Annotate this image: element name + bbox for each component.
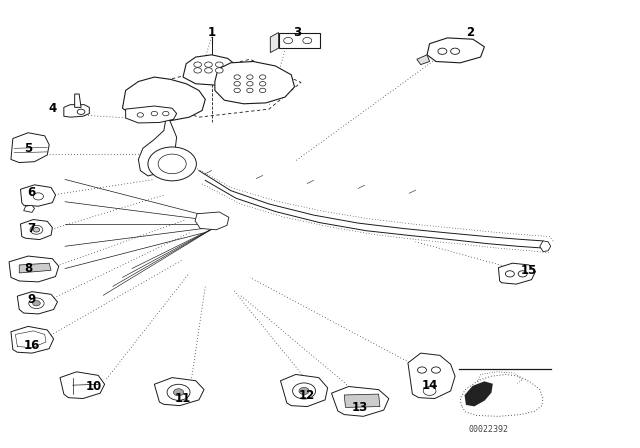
- Circle shape: [451, 48, 460, 54]
- Polygon shape: [125, 106, 177, 123]
- Circle shape: [148, 147, 196, 181]
- Circle shape: [431, 367, 440, 373]
- Circle shape: [167, 384, 190, 401]
- Text: 6: 6: [28, 186, 35, 199]
- Circle shape: [173, 389, 184, 396]
- Circle shape: [234, 82, 241, 86]
- Polygon shape: [75, 94, 81, 108]
- Text: 8: 8: [24, 262, 32, 275]
- Circle shape: [33, 228, 40, 232]
- Polygon shape: [154, 378, 204, 405]
- Circle shape: [33, 301, 40, 306]
- Polygon shape: [17, 292, 58, 314]
- Text: 13: 13: [351, 401, 367, 414]
- Circle shape: [77, 109, 85, 115]
- Text: 1: 1: [207, 26, 216, 39]
- Circle shape: [216, 62, 223, 67]
- Text: 9: 9: [28, 293, 35, 306]
- Polygon shape: [278, 33, 320, 48]
- Text: 14: 14: [421, 379, 438, 392]
- Circle shape: [292, 383, 316, 399]
- Polygon shape: [9, 256, 59, 282]
- Text: 11: 11: [175, 392, 191, 405]
- Circle shape: [246, 88, 253, 93]
- Polygon shape: [427, 38, 484, 63]
- Polygon shape: [195, 212, 229, 230]
- Circle shape: [205, 62, 212, 67]
- Polygon shape: [417, 55, 429, 65]
- Circle shape: [234, 75, 241, 79]
- Text: 00022392: 00022392: [469, 425, 509, 434]
- Polygon shape: [11, 327, 54, 353]
- Circle shape: [234, 88, 241, 93]
- Text: 5: 5: [24, 142, 32, 155]
- Circle shape: [259, 82, 266, 86]
- Circle shape: [284, 38, 292, 44]
- Polygon shape: [24, 205, 35, 212]
- Polygon shape: [344, 394, 380, 407]
- Circle shape: [417, 367, 426, 373]
- Polygon shape: [270, 33, 278, 52]
- Text: 12: 12: [299, 389, 316, 402]
- Polygon shape: [332, 387, 389, 416]
- Polygon shape: [20, 185, 56, 206]
- Circle shape: [216, 68, 223, 73]
- Circle shape: [194, 68, 202, 73]
- Circle shape: [30, 225, 43, 234]
- Circle shape: [158, 154, 186, 174]
- Circle shape: [137, 113, 143, 117]
- Text: 15: 15: [521, 264, 537, 277]
- Polygon shape: [280, 375, 328, 406]
- Circle shape: [259, 75, 266, 79]
- Text: 10: 10: [86, 380, 102, 393]
- Text: 2: 2: [466, 26, 474, 39]
- Polygon shape: [183, 55, 239, 85]
- Circle shape: [205, 68, 212, 73]
- Circle shape: [423, 387, 436, 396]
- Circle shape: [299, 388, 309, 395]
- Polygon shape: [11, 133, 49, 163]
- Text: 7: 7: [28, 222, 35, 235]
- Polygon shape: [540, 241, 550, 252]
- Circle shape: [303, 38, 312, 44]
- Polygon shape: [408, 353, 455, 399]
- Polygon shape: [465, 382, 492, 405]
- Polygon shape: [60, 372, 104, 399]
- Polygon shape: [64, 105, 90, 117]
- Text: 4: 4: [48, 102, 56, 115]
- Polygon shape: [20, 220, 52, 240]
- Polygon shape: [138, 108, 177, 176]
- Polygon shape: [122, 77, 205, 121]
- Circle shape: [438, 48, 447, 54]
- Text: 3: 3: [294, 26, 301, 39]
- Circle shape: [29, 298, 44, 309]
- Circle shape: [163, 112, 169, 116]
- Circle shape: [33, 193, 44, 200]
- Circle shape: [246, 82, 253, 86]
- Circle shape: [151, 112, 157, 116]
- Polygon shape: [19, 263, 51, 273]
- Circle shape: [246, 75, 253, 79]
- Text: 16: 16: [24, 339, 40, 352]
- Circle shape: [518, 271, 527, 277]
- Circle shape: [259, 88, 266, 93]
- Polygon shape: [215, 61, 294, 104]
- Polygon shape: [499, 263, 536, 284]
- Circle shape: [506, 271, 515, 277]
- Circle shape: [194, 62, 202, 67]
